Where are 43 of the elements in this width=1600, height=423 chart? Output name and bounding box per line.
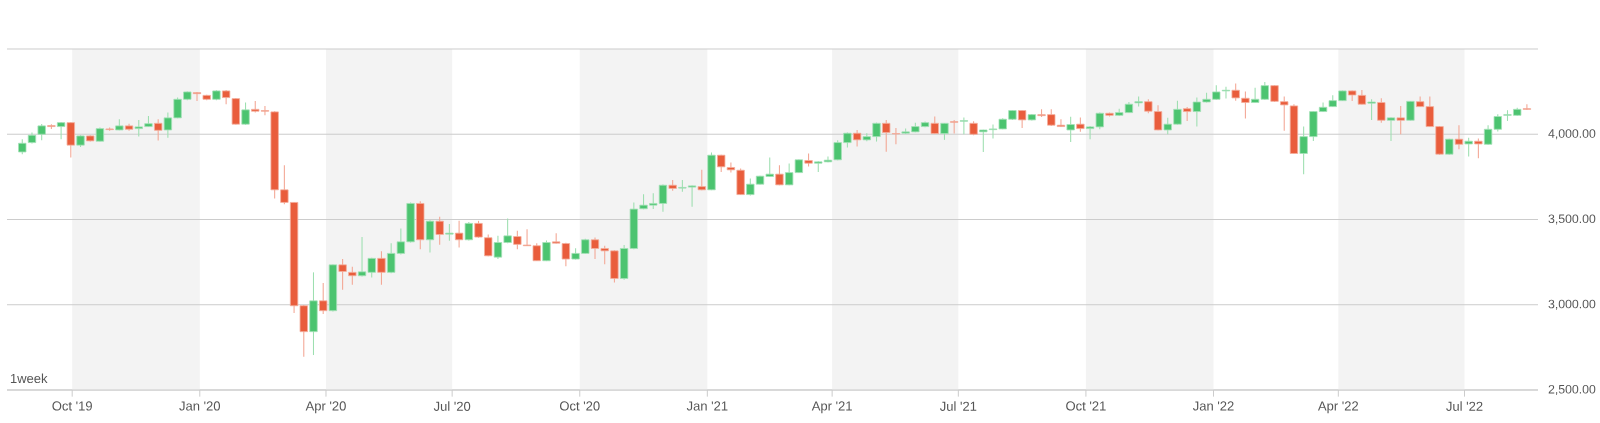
candlestick (192, 91, 202, 102)
candlestick (435, 216, 444, 246)
x-tick-label: Jul '21 (939, 401, 977, 411)
x-tick-label: Jul '22 (1446, 401, 1483, 411)
candlestick (66, 121, 75, 159)
candlestick (319, 282, 328, 315)
x-tick-label: Apr '22 (1317, 401, 1359, 414)
x-tick-label: Oct '21 (1066, 401, 1106, 411)
candlestick (1522, 103, 1532, 111)
candlestick (154, 118, 163, 142)
candlestick (338, 258, 347, 291)
candlestick (959, 116, 969, 135)
candlestick (775, 164, 784, 186)
x-tick-label: Jan '21 (686, 401, 728, 411)
x-tick-label: Jan '22 (1192, 401, 1234, 411)
candlestick (1396, 105, 1405, 135)
candlestick (425, 219, 435, 253)
candlestick (891, 127, 901, 145)
y-tick-label: 3,500.00 (1548, 214, 1596, 225)
candlestick (882, 119, 891, 153)
candlestick (1464, 137, 1473, 158)
candlestick (1386, 116, 1396, 142)
annotation: 1week (10, 373, 48, 384)
x-tick-label: Jul '20 (433, 401, 471, 411)
candlestick (1367, 98, 1376, 121)
x-tick-label: Oct '20 (559, 401, 600, 411)
x-tick-label: Apr '20 (305, 401, 346, 414)
y-tick-label: 3,000.00 (1548, 299, 1596, 310)
candlestick (348, 266, 357, 286)
candlestick (377, 250, 386, 286)
candlestick (56, 121, 66, 140)
y-tick-label: 4,000.00 (1548, 129, 1596, 140)
x-tick-label: Apr '21 (811, 401, 852, 414)
candlestick (454, 220, 464, 248)
candlestick (1066, 116, 1075, 143)
x-tick-label: Oct '19 (52, 401, 92, 411)
y-tick-label: 2,500.00 (1548, 384, 1596, 396)
candlestick (1474, 137, 1483, 159)
candlestick (852, 129, 862, 148)
x-tick-label: Jan '20 (179, 401, 221, 411)
candlestick (1377, 97, 1386, 124)
candlestick (1454, 124, 1464, 150)
candlestick (241, 101, 250, 126)
